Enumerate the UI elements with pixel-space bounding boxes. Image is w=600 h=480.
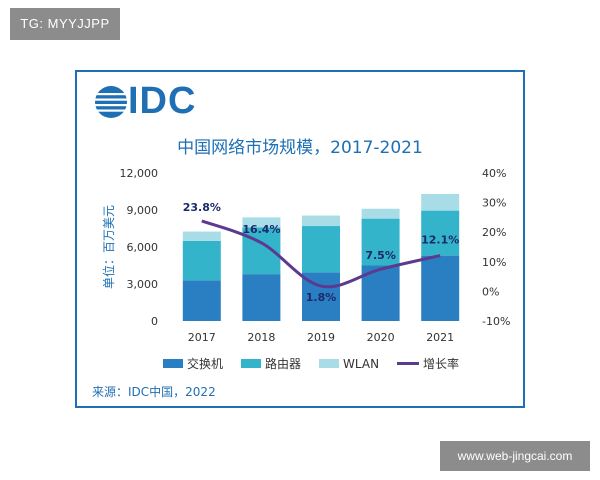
bar-router <box>302 226 340 273</box>
y2-tick-label: 30% <box>482 197 506 210</box>
chart-legend: 交换机 路由器 WLAN 增长率 <box>163 355 459 372</box>
legend-label-growth: 增长率 <box>423 357 460 371</box>
bar-switch <box>242 274 281 321</box>
growth-data-label: 12.1% <box>421 234 459 247</box>
growth-data-label: 1.8% <box>306 291 337 304</box>
legend-label-switch: 交换机 <box>187 357 224 371</box>
y-tick-label: 0 <box>151 315 158 328</box>
watermark-badge: TG: MYYJJPP <box>10 8 120 40</box>
growth-line <box>201 219 441 289</box>
site-watermark: www.web-jingcai.com <box>440 441 590 471</box>
legend-item-switch: 交换机 <box>163 355 223 372</box>
y-tick-label: 12,000 <box>120 167 159 180</box>
source-note: 来源：IDC中国，2022 <box>92 385 216 399</box>
legend-item-wlan: WLAN <box>319 355 379 372</box>
chart-title: 中国网络市场规模，2017-2021 <box>177 138 423 158</box>
y2-tick-label: 0% <box>482 285 499 298</box>
legend-swatch-growth <box>397 362 420 365</box>
x-tick-label: 2018 <box>247 331 275 344</box>
y2-tick-label: -10% <box>482 315 510 328</box>
bar-router <box>421 210 460 256</box>
x-tick-label: 2019 <box>307 331 335 344</box>
legend-swatch-switch <box>163 359 183 368</box>
bar-wlan <box>361 208 400 219</box>
bar-router <box>361 218 400 266</box>
x-tick-label: 2020 <box>367 331 395 344</box>
legend-swatch-router <box>241 359 262 368</box>
bar-wlan <box>242 217 281 228</box>
bar-wlan <box>182 231 221 241</box>
x-tick-label: 2021 <box>426 331 454 344</box>
legend-item-router: 路由器 <box>241 355 301 372</box>
y2-tick-label: 20% <box>482 226 506 239</box>
bar-switch <box>182 280 221 321</box>
y2-tick-label: 10% <box>482 256 506 269</box>
x-tick-label: 2017 <box>188 331 216 344</box>
y-tick-label: 6,000 <box>127 241 159 254</box>
growth-data-label: 23.8% <box>183 201 221 214</box>
bar-switch <box>421 255 460 321</box>
growth-data-label: 16.4% <box>242 223 280 236</box>
legend-label-router: 路由器 <box>265 357 302 371</box>
legend-swatch-wlan <box>319 359 340 368</box>
y-tick-label: 3,000 <box>127 278 159 291</box>
bar-wlan <box>421 193 460 211</box>
bar-wlan <box>302 215 340 227</box>
y2-tick-label: 40% <box>482 167 506 180</box>
bar-router <box>182 240 221 281</box>
site-watermark-text: www.web-jingcai.com <box>457 449 573 463</box>
idc-logo-globe-icon <box>95 86 127 118</box>
legend-item-growth: 增长率 <box>397 355 459 372</box>
idc-logo-text: IDC <box>128 80 197 122</box>
growth-data-label: 7.5% <box>365 249 396 262</box>
y-tick-label: 9,000 <box>127 204 159 217</box>
legend-label-wlan: WLAN <box>343 356 380 371</box>
watermark-text: TG: MYYJJPP <box>20 16 110 31</box>
y-axis-label: 单位：百万美元 <box>101 205 116 289</box>
